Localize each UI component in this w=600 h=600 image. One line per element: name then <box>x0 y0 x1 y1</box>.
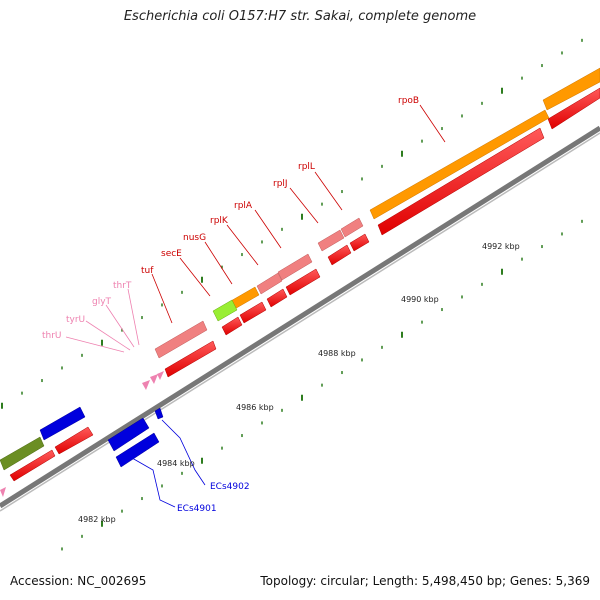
cds-block <box>547 87 600 130</box>
summary-text: Topology: circular; Length: 5,498,450 bp… <box>260 574 590 588</box>
trna-arrow <box>142 380 150 390</box>
tuf-block <box>154 320 208 359</box>
accession-text: Accession: NC_002695 <box>10 574 147 588</box>
gene-label: ECs4901 <box>177 504 217 514</box>
cds-block <box>54 426 94 455</box>
gene-labels-blue: ECs4901 ECs4902 <box>177 482 250 514</box>
gene-label: ECs4902 <box>210 482 250 492</box>
scale-label: 4988 kbp <box>318 349 356 358</box>
blue-block <box>39 406 86 441</box>
gene-label: tuf <box>141 266 154 276</box>
gene-labels-pink: thrU tyrU glyT thrT <box>42 281 132 341</box>
ecs4901-block <box>107 417 150 452</box>
lime-block <box>212 299 238 322</box>
leader-line <box>127 288 140 346</box>
trna-arrow <box>0 487 6 497</box>
pink-block <box>256 272 283 295</box>
cds-block <box>239 301 267 324</box>
cds-block <box>377 127 545 236</box>
leader-line <box>65 336 125 353</box>
ecs4902-block <box>154 407 164 420</box>
features <box>0 67 600 497</box>
scale-label: 4990 kbp <box>401 295 439 304</box>
cds-block <box>221 316 243 336</box>
gene-label: thrT <box>113 281 132 291</box>
trna-arrow <box>150 374 158 384</box>
gene-label: tyrU <box>66 315 85 325</box>
backbone-line-inner <box>0 132 600 512</box>
scale-label: 4986 kbp <box>236 403 274 412</box>
label-leaders <box>65 104 446 508</box>
backbone-line-outer <box>0 125 600 509</box>
leader-line <box>314 171 343 211</box>
gene-label: nusG <box>183 233 206 243</box>
scale-label: 4984 kbp <box>157 459 195 468</box>
orange-block <box>542 67 600 111</box>
scale-labels: 4982 kbp 4984 kbp 4986 kbp 4988 kbp 4990… <box>78 242 520 524</box>
leader-line <box>124 453 176 508</box>
scale-label: 4982 kbp <box>78 515 116 524</box>
gene-label: rpoB <box>398 96 419 106</box>
cds-block <box>9 449 56 482</box>
tick-marks <box>1 38 583 551</box>
leader-line <box>254 209 282 249</box>
rpob-block <box>369 109 550 220</box>
cds-block <box>285 268 321 296</box>
ecs4901-block <box>115 432 160 468</box>
gene-label: rplJ <box>273 179 288 189</box>
cds-block <box>164 340 217 378</box>
leader-line <box>179 257 211 297</box>
leader-line <box>151 273 173 324</box>
gene-label: rplL <box>298 162 315 172</box>
trna-arrow <box>157 371 164 380</box>
gene-labels-red: tuf secE nusG rplK rplA rplJ rplL rpoB <box>141 96 419 276</box>
leader-line <box>161 419 206 486</box>
pink-block <box>277 253 313 281</box>
cds-block <box>266 288 288 308</box>
pink-block <box>340 217 364 238</box>
cds-block <box>349 233 370 252</box>
olive-block <box>0 436 45 471</box>
gene-label: secE <box>161 249 182 259</box>
map-title: Escherichia coli O157:H7 str. Sakai, com… <box>123 9 477 24</box>
pink-block <box>317 229 345 252</box>
scale-label: 4992 kbp <box>482 242 520 251</box>
leader-line <box>204 241 233 285</box>
gene-label: glyT <box>92 297 112 307</box>
leader-line <box>105 304 135 348</box>
leader-line <box>85 320 131 351</box>
gene-label: thrU <box>42 331 62 341</box>
leader-line <box>419 104 446 143</box>
gene-label: rplA <box>234 201 253 211</box>
leader-line <box>226 224 259 266</box>
cds-block <box>327 244 352 266</box>
gene-label: rplK <box>210 216 229 226</box>
backbone <box>0 125 600 512</box>
leader-line <box>289 187 319 224</box>
